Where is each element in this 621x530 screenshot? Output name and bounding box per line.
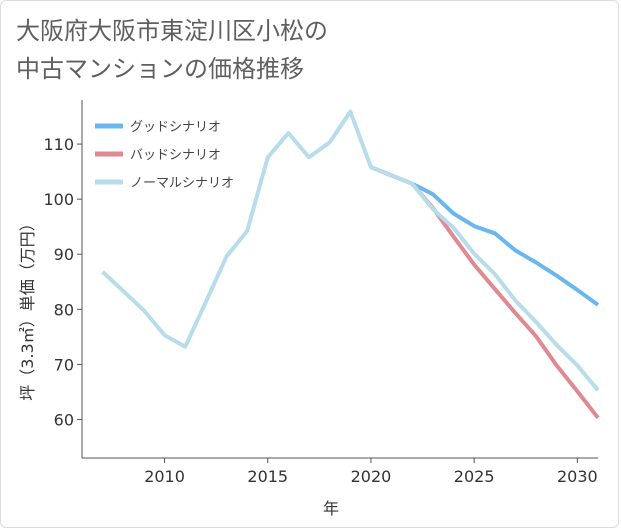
x-tick-label: 2015 bbox=[247, 467, 288, 486]
legend-label: グッドシナリオ bbox=[130, 120, 221, 135]
y-tick-label: 60 bbox=[54, 410, 74, 429]
y-tick-label: 90 bbox=[54, 245, 74, 264]
y-tick-label: 70 bbox=[54, 355, 74, 374]
x-tick-label: 2010 bbox=[144, 467, 185, 486]
chart-title: 大阪府大阪市東淀川区小松の 中古マンションの価格推移 bbox=[16, 12, 328, 88]
y-tick-label: 100 bbox=[43, 190, 74, 209]
legend-label: ノーマルシナリオ bbox=[130, 176, 234, 191]
x-tick-label: 2025 bbox=[454, 467, 495, 486]
series-line-1 bbox=[370, 165, 600, 307]
title-line-1: 大阪府大阪市東淀川区小松の bbox=[16, 17, 328, 45]
axes: 60 70 80 90 100 110 2010 2015 2020 2025 2030 bbox=[43, 100, 598, 486]
legend-label: バッドシナリオ bbox=[130, 148, 221, 163]
title-line-2: 中古マンションの価格推移 bbox=[16, 55, 304, 83]
x-tick-label: 2030 bbox=[557, 467, 598, 486]
series-lines bbox=[101, 109, 600, 420]
x-axis-label: 年 bbox=[323, 499, 339, 518]
series-line-2 bbox=[370, 165, 600, 420]
x-tick-label: 2020 bbox=[351, 467, 392, 486]
y-tick-label: 80 bbox=[54, 300, 74, 319]
y-tick-label: 110 bbox=[43, 135, 74, 154]
y-axis-label: 坪（3.3㎡）単価（万円） bbox=[18, 215, 37, 400]
series-line-3 bbox=[101, 109, 600, 392]
